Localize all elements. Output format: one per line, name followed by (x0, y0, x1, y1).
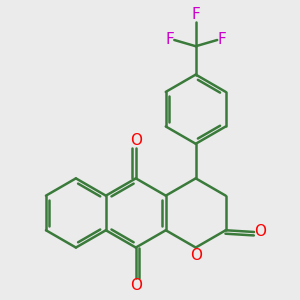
Text: O: O (130, 133, 142, 148)
Text: O: O (130, 278, 142, 293)
Text: F: F (166, 32, 174, 47)
Text: F: F (217, 32, 226, 47)
Text: O: O (190, 248, 202, 262)
Text: O: O (254, 224, 266, 239)
Text: F: F (191, 7, 200, 22)
